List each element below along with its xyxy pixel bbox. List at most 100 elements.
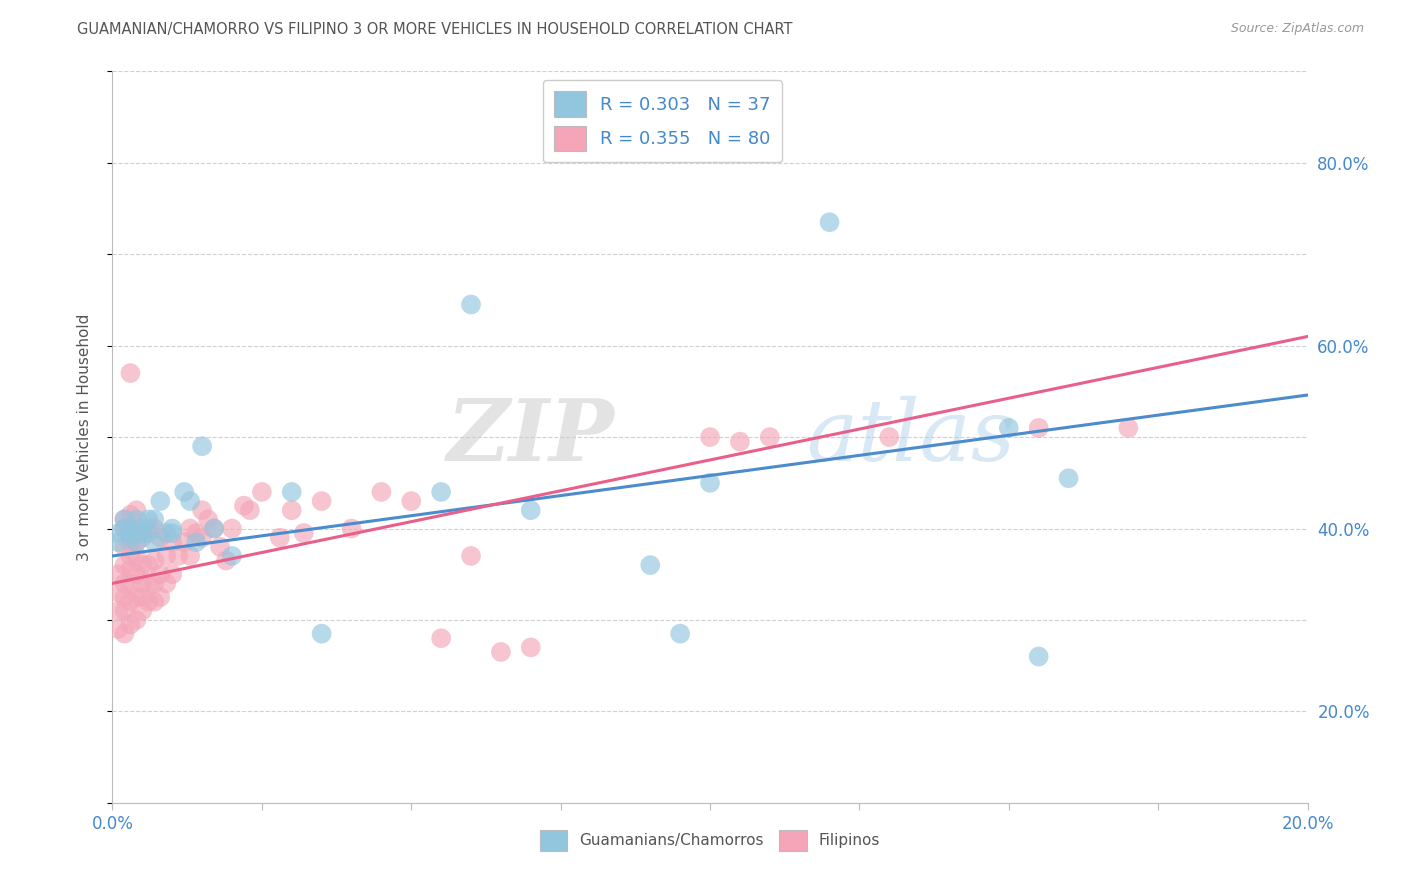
Point bbox=[1118, 421, 1140, 435]
Text: Source: ZipAtlas.com: Source: ZipAtlas.com bbox=[1230, 22, 1364, 36]
Point bbox=[138, 526, 160, 541]
Point bbox=[120, 617, 142, 632]
Point bbox=[107, 567, 129, 582]
Point bbox=[173, 485, 195, 500]
Point bbox=[143, 535, 166, 549]
Point bbox=[489, 645, 512, 659]
Point bbox=[125, 535, 148, 549]
Point bbox=[281, 503, 304, 517]
Point bbox=[114, 512, 135, 526]
Point bbox=[520, 640, 543, 655]
Point bbox=[250, 485, 273, 500]
Point bbox=[125, 590, 148, 604]
Point bbox=[120, 594, 142, 608]
Point bbox=[1028, 649, 1050, 664]
Point bbox=[138, 594, 160, 608]
Point bbox=[114, 626, 135, 640]
Point bbox=[125, 549, 148, 563]
Point bbox=[197, 512, 219, 526]
Point bbox=[430, 632, 453, 646]
Point bbox=[191, 503, 214, 517]
Point bbox=[120, 531, 142, 545]
Point bbox=[202, 521, 225, 535]
Point bbox=[114, 558, 135, 573]
Point bbox=[520, 503, 543, 517]
Point bbox=[179, 549, 201, 563]
Point bbox=[173, 535, 195, 549]
Point bbox=[143, 512, 166, 526]
Point bbox=[125, 521, 148, 535]
Point bbox=[120, 576, 142, 591]
Point bbox=[114, 604, 135, 618]
Point bbox=[209, 540, 232, 554]
Point bbox=[131, 590, 153, 604]
Point bbox=[155, 549, 177, 563]
Point bbox=[1028, 421, 1050, 435]
Point bbox=[125, 503, 148, 517]
Point bbox=[143, 521, 166, 535]
Legend: Guamanians/Chamorros, Filipinos: Guamanians/Chamorros, Filipinos bbox=[534, 823, 886, 857]
Point bbox=[114, 512, 135, 526]
Point bbox=[879, 430, 901, 444]
Point bbox=[191, 439, 214, 453]
Point bbox=[114, 590, 135, 604]
Point bbox=[107, 535, 129, 549]
Point bbox=[221, 549, 243, 563]
Point bbox=[460, 549, 482, 563]
Point bbox=[125, 512, 148, 526]
Point bbox=[107, 585, 129, 599]
Point bbox=[143, 594, 166, 608]
Point bbox=[460, 297, 482, 311]
Point bbox=[143, 576, 166, 591]
Point bbox=[149, 590, 172, 604]
Point bbox=[149, 567, 172, 582]
Point bbox=[120, 526, 142, 541]
Point bbox=[107, 526, 129, 541]
Point bbox=[155, 576, 177, 591]
Point bbox=[125, 535, 148, 549]
Point bbox=[430, 485, 453, 500]
Point bbox=[120, 521, 142, 535]
Point bbox=[114, 521, 135, 535]
Point bbox=[759, 430, 782, 444]
Point bbox=[120, 366, 142, 380]
Point bbox=[292, 526, 315, 541]
Point bbox=[131, 526, 153, 541]
Point bbox=[191, 531, 214, 545]
Point bbox=[131, 604, 153, 618]
Point bbox=[138, 558, 160, 573]
Point bbox=[186, 535, 208, 549]
Point bbox=[125, 567, 148, 582]
Point bbox=[138, 521, 160, 535]
Y-axis label: 3 or more Vehicles in Household: 3 or more Vehicles in Household bbox=[77, 313, 91, 561]
Point bbox=[998, 421, 1021, 435]
Point bbox=[202, 521, 225, 535]
Point bbox=[370, 485, 392, 500]
Point bbox=[114, 576, 135, 591]
Point bbox=[699, 430, 721, 444]
Point bbox=[311, 626, 333, 640]
Point bbox=[162, 526, 183, 541]
Point bbox=[114, 540, 135, 554]
Point bbox=[131, 521, 153, 535]
Point bbox=[167, 549, 190, 563]
Text: ZIP: ZIP bbox=[447, 395, 614, 479]
Point bbox=[125, 613, 148, 627]
Text: GUAMANIAN/CHAMORRO VS FILIPINO 3 OR MORE VEHICLES IN HOUSEHOLD CORRELATION CHART: GUAMANIAN/CHAMORRO VS FILIPINO 3 OR MORE… bbox=[77, 22, 793, 37]
Point bbox=[233, 499, 256, 513]
Point bbox=[138, 512, 160, 526]
Point bbox=[640, 558, 662, 573]
Point bbox=[221, 521, 243, 535]
Point bbox=[340, 521, 363, 535]
Point bbox=[162, 521, 183, 535]
Point bbox=[131, 531, 153, 545]
Point bbox=[281, 485, 304, 500]
Text: atlas: atlas bbox=[806, 396, 1015, 478]
Point bbox=[155, 526, 177, 541]
Point bbox=[162, 535, 183, 549]
Point bbox=[728, 434, 751, 449]
Point bbox=[401, 494, 423, 508]
Point bbox=[138, 576, 160, 591]
Point bbox=[120, 508, 142, 522]
Point bbox=[107, 604, 129, 618]
